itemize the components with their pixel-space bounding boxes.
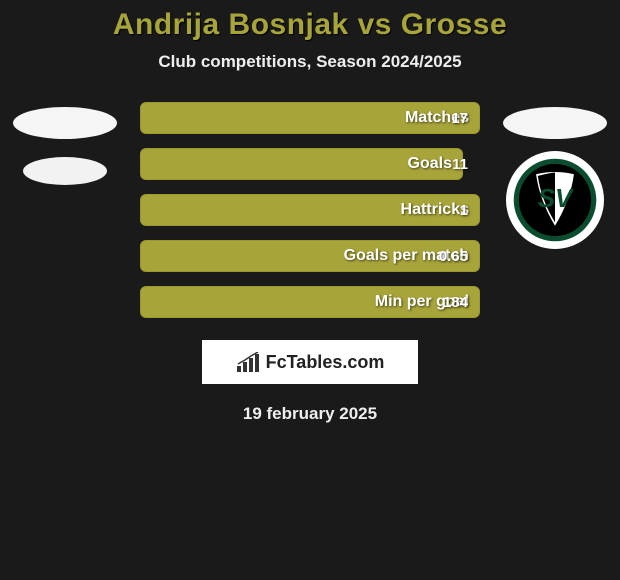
subtitle: Club competitions, Season 2024/2025	[0, 52, 620, 72]
comparison-row: Matches17 Goals11 Hattricks1 Goals per matc…	[0, 102, 620, 318]
svg-text:SV: SV	[538, 185, 574, 213]
stat-bar: Min per goal184	[140, 286, 480, 318]
stat-bars: Matches17 Goals11 Hattricks1 Goals per matc…	[140, 102, 480, 318]
stat-bar: Hattricks1	[140, 194, 480, 226]
club-badge: SV	[506, 151, 604, 249]
chart-icon	[236, 352, 260, 372]
stat-bar-value: 11	[452, 156, 468, 173]
stat-bar-value: 1	[460, 202, 468, 219]
stat-bar-fill: Matches	[140, 102, 480, 134]
stat-bar: Goals11	[140, 148, 480, 180]
stat-bar-value: 184	[443, 294, 468, 311]
stat-bar-fill: Min per goal	[140, 286, 480, 318]
sv-ried-logo-icon: SV	[512, 157, 598, 243]
club-logo-placeholder	[23, 157, 107, 185]
stat-bar-value: 17	[451, 110, 468, 127]
player-photo-placeholder	[503, 107, 607, 139]
left-column	[10, 102, 120, 185]
stat-bar-fill: Goals per match	[140, 240, 480, 272]
player-photo-placeholder	[13, 107, 117, 139]
stat-bar: Matches17	[140, 102, 480, 134]
stat-bar-label: Goals	[408, 155, 452, 173]
fctables-logo[interactable]: FcTables.com	[202, 340, 418, 384]
logo-text: FcTables.com	[266, 352, 385, 373]
stat-bar: Goals per match0.65	[140, 240, 480, 272]
date-line: 19 february 2025	[0, 404, 620, 424]
page-title: Andrija Bosnjak vs Grosse	[0, 8, 620, 42]
stat-bar-value: 0.65	[439, 248, 468, 265]
stat-bar-fill: Hattricks	[140, 194, 480, 226]
stat-bar-fill: Goals	[140, 148, 463, 180]
right-column: SV	[500, 102, 610, 249]
